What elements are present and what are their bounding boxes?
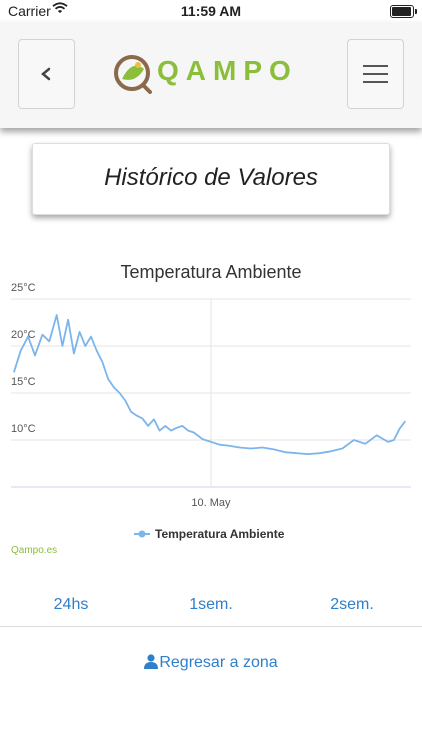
chart-legend[interactable]: Temperatura Ambiente [134, 527, 285, 541]
range-1sem-button[interactable]: 1sem. [189, 596, 233, 613]
y-tick-label: 15°C [11, 376, 36, 388]
wifi-icon [52, 2, 68, 13]
legend-label: Temperatura Ambiente [155, 527, 285, 541]
temperature-chart: 25°C 20°C 15°C 10°C 10. May Temperatura Amb… [11, 282, 411, 541]
y-tick-label: 20°C [11, 329, 36, 341]
back-to-zone-link[interactable]: Regresar a zona [0, 654, 422, 672]
x-tick-label: 10. May [191, 497, 231, 509]
range-selector: 24hs 1sem. 2sem. [0, 590, 422, 627]
leaf-logo-icon [114, 55, 152, 94]
carrier-label: Carrier [8, 3, 51, 19]
logo-text: QAMPO [157, 55, 298, 86]
range-2sem-button[interactable]: 2sem. [330, 596, 374, 613]
chart-credits[interactable]: Qampo.es [11, 545, 58, 556]
y-tick-label: 25°C [11, 282, 36, 294]
user-icon [144, 654, 159, 669]
chevron-left-icon [41, 67, 51, 81]
menu-button[interactable] [347, 39, 404, 109]
legend-swatch-marker [138, 530, 146, 538]
back-to-zone-label: Regresar a zona [159, 654, 278, 671]
app-header: QAMPO [0, 22, 422, 128]
series-line [13, 314, 407, 455]
range-24hs-button[interactable]: 24hs [53, 596, 89, 613]
clock: 11:59 AM [180, 3, 242, 19]
status-bar: Carrier 11:59 AM [0, 0, 422, 22]
battery-icon [390, 5, 417, 18]
page-title-card: Histórico de Valores [32, 143, 390, 215]
back-button[interactable] [18, 39, 75, 109]
page-title: Histórico de Valores [104, 164, 318, 191]
chart-title: Temperatura Ambiente [120, 262, 302, 282]
qampo-logo: QAMPO [112, 53, 312, 95]
y-tick-label: 10°C [11, 423, 36, 435]
